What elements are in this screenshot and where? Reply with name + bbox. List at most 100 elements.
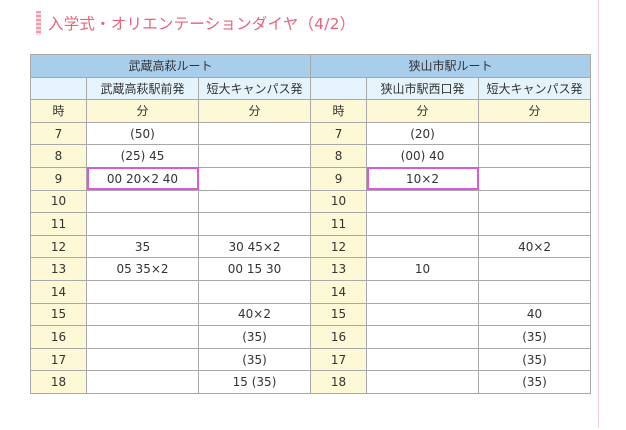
minute-cell bbox=[366, 234, 480, 259]
minute-cell bbox=[366, 347, 480, 372]
hour-cell: 11 bbox=[310, 212, 368, 236]
hour-cell: 9 bbox=[30, 166, 87, 191]
table-row: 16 (35) 16 (35) bbox=[30, 325, 592, 349]
minute-cell: (35) bbox=[478, 370, 592, 394]
minute-cell bbox=[366, 189, 480, 214]
hour-cell: 8 bbox=[310, 144, 368, 168]
hour-cell: 14 bbox=[30, 279, 87, 304]
hour-header: 時 bbox=[310, 99, 368, 123]
hour-cell: 11 bbox=[30, 212, 87, 236]
hour-cell: 16 bbox=[30, 325, 87, 349]
hour-cell: 17 bbox=[310, 347, 368, 372]
minute-cell: (35) bbox=[197, 347, 312, 372]
minute-cell: 35 bbox=[86, 234, 199, 259]
table-row: 13 05 35×2 00 15 30 13 10 bbox=[30, 257, 592, 281]
minute-cell bbox=[86, 347, 199, 372]
minute-cell bbox=[366, 370, 480, 394]
stop-header-row: 武蔵高萩駅前発 短大キャンパス発 狭山市駅西口発 短大キャンパス発 bbox=[30, 76, 592, 101]
minute-cell bbox=[197, 166, 312, 191]
hour-cell: 7 bbox=[30, 121, 87, 146]
minute-header: 分 bbox=[366, 99, 480, 123]
minute-cell: 15 (35) bbox=[197, 370, 312, 394]
hour-cell: 18 bbox=[310, 370, 368, 394]
table-row: 9 00 20×2 40 9 10×2 bbox=[30, 166, 592, 191]
hour-cell: 15 bbox=[310, 302, 368, 327]
minute-cell bbox=[86, 370, 199, 394]
minute-cell bbox=[197, 279, 312, 304]
content-frame bbox=[598, 0, 599, 428]
timetable-body: 7 (50) 7 (20) 8 (25) 45 8 (00) 40 9 00 20×2 40 9 10… bbox=[30, 121, 592, 394]
minute-cell: 40 bbox=[478, 302, 592, 327]
minute-cell: (35) bbox=[478, 325, 592, 349]
route-header-row: 武蔵高萩ルート 狭山市駅ルート bbox=[29, 54, 592, 78]
minute-cell bbox=[478, 144, 592, 168]
minute-cell bbox=[366, 302, 480, 327]
hour-cell: 13 bbox=[310, 257, 368, 281]
minute-cell bbox=[478, 212, 592, 236]
stop-header-musashi-takahagi-station: 武蔵高萩駅前発 bbox=[86, 76, 199, 101]
stop-header-campus-route2: 短大キャンパス発 bbox=[478, 76, 592, 101]
hour-cell: 18 bbox=[30, 370, 87, 394]
hour-cell: 12 bbox=[310, 234, 368, 259]
minute-header: 分 bbox=[478, 99, 592, 123]
minute-header: 分 bbox=[86, 99, 199, 123]
heading-accent-bar bbox=[36, 11, 41, 35]
hour-cell: 9 bbox=[310, 166, 368, 191]
minute-cell bbox=[478, 166, 592, 191]
hour-cell: 15 bbox=[30, 302, 87, 327]
table-row: 10 10 bbox=[30, 189, 592, 214]
minute-header: 分 bbox=[197, 99, 312, 123]
minute-cell bbox=[86, 189, 199, 214]
minute-cell bbox=[478, 257, 592, 281]
hour-cell: 17 bbox=[30, 347, 87, 372]
highlighted-minute-cell: 10×2 bbox=[366, 166, 480, 191]
minute-cell: 40×2 bbox=[478, 234, 592, 259]
hour-cell: 12 bbox=[30, 234, 87, 259]
minute-cell bbox=[478, 189, 592, 214]
highlighted-minute-cell: 00 20×2 40 bbox=[86, 166, 199, 191]
minute-cell bbox=[366, 212, 480, 236]
minute-cell bbox=[366, 279, 480, 304]
hour-cell: 10 bbox=[310, 189, 368, 214]
minute-cell: 05 35×2 bbox=[86, 257, 199, 281]
minute-cell bbox=[86, 279, 199, 304]
table-row: 18 15 (35) 18 (35) bbox=[30, 370, 592, 394]
minute-cell bbox=[86, 302, 199, 327]
table-row: 8 (25) 45 8 (00) 40 bbox=[30, 144, 592, 168]
minute-cell bbox=[478, 279, 592, 304]
bus-timetable: 武蔵高萩ルート 狭山市駅ルート 武蔵高萩駅前発 短大キャンパス発 狭山市駅西口発… bbox=[29, 54, 592, 394]
minute-cell bbox=[197, 121, 312, 146]
minute-cell bbox=[366, 325, 480, 349]
route-header-sayamashi: 狭山市駅ルート bbox=[310, 54, 592, 78]
stop-header-blank bbox=[30, 76, 87, 101]
minute-cell: (25) 45 bbox=[86, 144, 199, 168]
minute-cell: (35) bbox=[197, 325, 312, 349]
minute-cell bbox=[86, 325, 199, 349]
table-row: 12 35 30 45×2 12 40×2 bbox=[30, 234, 592, 259]
hour-cell: 7 bbox=[310, 121, 368, 146]
table-row: 7 (50) 7 (20) bbox=[30, 121, 592, 146]
hour-cell: 13 bbox=[30, 257, 87, 281]
minute-cell: (00) 40 bbox=[366, 144, 480, 168]
stop-header-sayamashi-west-exit: 狭山市駅西口発 bbox=[366, 76, 480, 101]
section-heading: 入学式・オリエンテーションダイヤ（4/2） bbox=[36, 10, 355, 36]
hour-cell: 14 bbox=[310, 279, 368, 304]
table-row: 15 40×2 15 40 bbox=[30, 302, 592, 327]
hour-cell: 10 bbox=[30, 189, 87, 214]
minute-cell: 40×2 bbox=[197, 302, 312, 327]
route-header-musashi-takahagi: 武蔵高萩ルート bbox=[29, 54, 312, 78]
stop-header-blank bbox=[310, 76, 368, 101]
minute-cell: (20) bbox=[366, 121, 480, 146]
minute-cell: (50) bbox=[86, 121, 199, 146]
hour-cell: 8 bbox=[30, 144, 87, 168]
column-header-row: 時 分 分 時 分 分 bbox=[30, 99, 592, 123]
table-row: 17 (35) 17 (35) bbox=[30, 347, 592, 372]
page-title: 入学式・オリエンテーションダイヤ（4/2） bbox=[48, 15, 356, 33]
minute-cell: 00 15 30 bbox=[197, 257, 312, 281]
minute-cell bbox=[197, 144, 312, 168]
minute-cell: 30 45×2 bbox=[197, 234, 312, 259]
minute-cell: (35) bbox=[478, 347, 592, 372]
hour-header: 時 bbox=[30, 99, 87, 123]
minute-cell bbox=[197, 189, 312, 214]
